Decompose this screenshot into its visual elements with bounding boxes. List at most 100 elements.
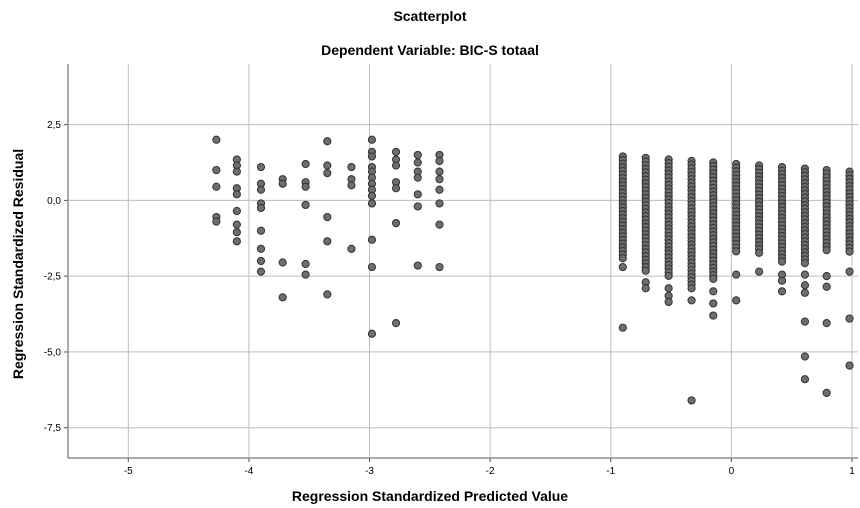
data-point — [435, 175, 444, 184]
data-point — [800, 288, 810, 297]
data-point — [754, 267, 764, 276]
data-point — [212, 135, 221, 144]
data-point — [212, 217, 221, 226]
data-point — [687, 396, 696, 405]
data-point — [323, 169, 332, 178]
data-point — [800, 281, 810, 290]
data-point — [413, 173, 422, 182]
data-point — [391, 319, 401, 328]
x-axis-label: Regression Standardized Predicted Value — [291, 488, 569, 504]
data-point — [709, 287, 718, 296]
y-tick-label: 2,5 — [47, 120, 61, 131]
data-point — [664, 271, 673, 280]
data-point — [212, 182, 221, 191]
data-point — [664, 284, 673, 293]
data-point — [278, 258, 287, 267]
data-point — [367, 235, 377, 244]
data-point — [800, 352, 810, 361]
data-point — [413, 261, 422, 270]
y-tick-label: -7,5 — [44, 423, 62, 434]
data-point — [822, 282, 831, 291]
x-tick-label: -2 — [486, 466, 495, 477]
data-point — [278, 179, 287, 188]
data-point — [347, 244, 356, 253]
data-point — [777, 276, 787, 285]
data-point — [845, 267, 854, 276]
data-point — [256, 203, 266, 213]
data-point — [732, 270, 741, 279]
data-point — [777, 257, 787, 266]
data-point — [323, 290, 332, 299]
data-point — [323, 161, 332, 170]
data-point — [256, 256, 266, 266]
data-point — [800, 270, 810, 279]
data-point — [256, 162, 266, 172]
data-point — [641, 266, 650, 275]
data-point — [367, 199, 377, 208]
data-point — [413, 158, 422, 167]
data-point — [301, 159, 310, 169]
data-point — [367, 262, 377, 272]
y-tick-label: 0,0 — [47, 196, 61, 207]
data-point — [323, 237, 332, 246]
data-point — [256, 244, 266, 253]
data-point — [732, 247, 741, 256]
data-point — [232, 167, 241, 176]
data-point — [347, 181, 356, 190]
data-point — [367, 329, 377, 338]
data-point — [232, 228, 241, 237]
data-point — [323, 137, 332, 146]
data-point — [709, 311, 718, 320]
data-point — [435, 220, 444, 229]
data-point — [391, 147, 401, 156]
data-point — [435, 185, 444, 194]
data-point — [845, 247, 854, 256]
data-point — [413, 190, 422, 199]
data-point — [732, 296, 741, 305]
data-point — [709, 299, 718, 308]
data-point — [754, 248, 764, 257]
data-point — [641, 284, 650, 293]
data-point — [323, 212, 332, 222]
data-point — [435, 262, 444, 272]
data-point — [687, 284, 696, 293]
data-point — [687, 296, 696, 305]
data-point — [301, 182, 310, 191]
y-tick-label: -2,5 — [44, 272, 62, 283]
data-point — [435, 167, 444, 176]
data-point — [347, 162, 356, 172]
data-point — [301, 270, 310, 279]
data-point — [301, 200, 310, 210]
data-point — [845, 314, 854, 323]
data-point — [232, 237, 241, 246]
data-point — [232, 220, 241, 229]
x-tick-label: -5 — [124, 466, 133, 477]
data-point — [664, 297, 673, 307]
data-point — [618, 262, 627, 272]
x-tick-label: 0 — [729, 466, 735, 477]
data-point — [822, 272, 831, 281]
data-point — [278, 293, 287, 302]
data-point — [391, 184, 401, 193]
data-point — [256, 185, 266, 194]
data-point — [232, 206, 241, 216]
x-tick-label: -3 — [365, 466, 374, 477]
data-point — [391, 219, 401, 228]
data-point — [800, 317, 810, 326]
data-point — [822, 245, 831, 255]
x-tick-label: 1 — [849, 466, 855, 477]
data-point — [822, 388, 831, 397]
data-point — [413, 150, 422, 160]
data-point — [618, 323, 627, 332]
data-point — [301, 259, 310, 269]
x-tick-label: -4 — [244, 466, 253, 477]
y-tick-label: -5,0 — [44, 347, 62, 358]
data-point — [256, 226, 266, 235]
data-point — [391, 161, 401, 170]
data-point — [709, 274, 718, 283]
data-point — [367, 152, 377, 161]
x-tick-label: -1 — [606, 466, 615, 477]
data-point — [800, 259, 810, 268]
data-point — [232, 190, 241, 199]
